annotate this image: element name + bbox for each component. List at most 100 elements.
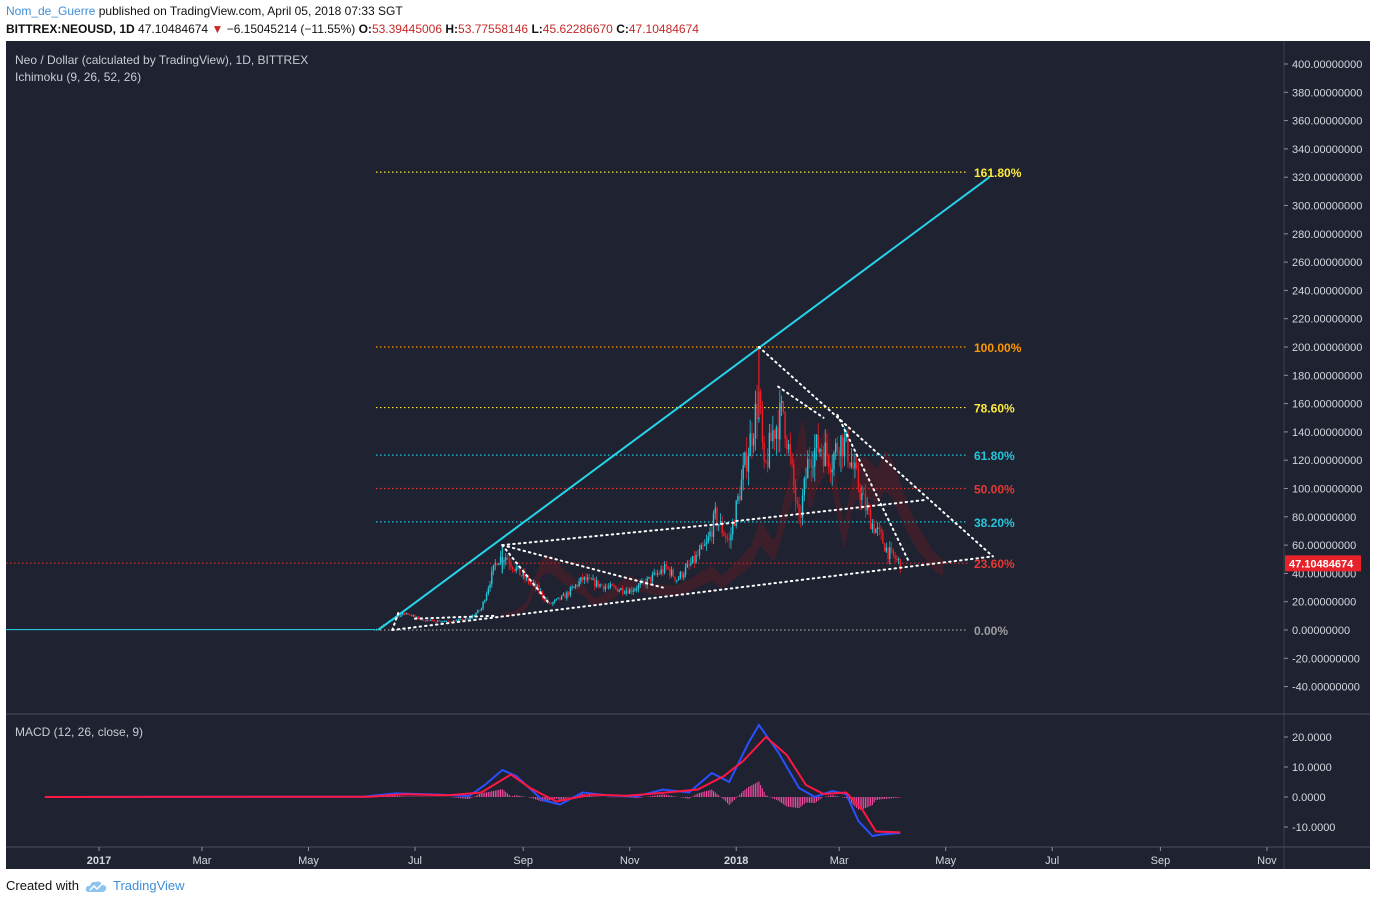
resistance-segment: [777, 385, 825, 419]
candle-body: [566, 592, 568, 599]
candle-body: [740, 479, 743, 501]
candle-body: [873, 523, 875, 534]
candle-body: [478, 610, 481, 612]
candle-body: [712, 513, 715, 537]
candle-body: [663, 564, 666, 573]
candle-body: [775, 427, 778, 439]
candle-body: [841, 435, 844, 457]
chart-canvas[interactable]: 400.00000000 380.00000000 360.00000000 340.…: [6, 41, 1370, 869]
candle-body: [780, 400, 783, 403]
fibonacci-retracement: 161.80% 100.00% 78.60% 61.80% 50.00% 38.20% 23…: [6, 166, 1022, 638]
candle-body: [499, 556, 502, 564]
candle-body: [583, 576, 586, 580]
candle-body: [674, 576, 676, 581]
created-with-text: Created with: [6, 878, 79, 893]
candle-body: [431, 619, 434, 621]
candle-body: [810, 459, 812, 467]
candle-body: [433, 619, 435, 622]
last-price-label: 47.10484674: [1289, 558, 1354, 570]
candle-body: [658, 573, 661, 575]
price-tick-label: -20.00000000: [1292, 653, 1360, 665]
candle-body: [405, 612, 407, 615]
candle-body: [838, 450, 840, 456]
support-trendline: [391, 555, 994, 631]
candle-body: [707, 536, 709, 542]
price-tick-label: 240.00000000: [1292, 285, 1362, 297]
candle-body: [567, 592, 570, 596]
candle-body: [730, 534, 732, 541]
ascending-trendline: [377, 176, 990, 631]
price-tick-label: 80.00000000: [1292, 512, 1356, 524]
price-tick-label: -40.00000000: [1292, 682, 1360, 694]
time-tick-label: Nov: [620, 855, 640, 867]
price-tick-label: 280.00000000: [1292, 229, 1362, 241]
candle-body: [672, 569, 675, 577]
tradingview-link[interactable]: TradingView: [112, 878, 185, 893]
candle-body: [552, 602, 554, 604]
symbol-info: BITTREX:NEOUSD, 1D 47.10484674 ▼ −6.1504…: [6, 22, 699, 36]
price-tick-label: 120.00000000: [1292, 455, 1362, 467]
author-link[interactable]: Nom_de_Guerre: [6, 4, 96, 18]
candle-body: [625, 590, 627, 593]
candle-body: [642, 580, 645, 582]
candle-body: [885, 547, 888, 552]
candle-body: [669, 568, 671, 576]
time-tick-label: May: [935, 855, 956, 867]
open-label: O:: [358, 22, 372, 36]
candle-body: [812, 466, 814, 468]
candle-body: [442, 621, 444, 623]
candle-body: [721, 521, 723, 534]
candle-body: [409, 614, 411, 616]
candle-body: [725, 535, 727, 539]
candle-body: [573, 586, 575, 588]
candle-body: [581, 577, 584, 580]
time-tick-label: Mar: [193, 855, 212, 867]
candle-body: [821, 448, 823, 453]
candle-body: [402, 613, 404, 616]
candle-body: [574, 584, 577, 587]
fib-level-label: 38.20%: [974, 516, 1015, 530]
candlestick-series: [6, 347, 902, 631]
candle-body: [656, 573, 659, 575]
candle-body: [522, 572, 524, 576]
candle-body: [463, 619, 465, 621]
candle-body: [653, 572, 655, 575]
candle-body: [660, 569, 662, 574]
low-value: 45.62286670: [542, 22, 613, 36]
candle-body: [505, 557, 507, 561]
candle-body: [445, 620, 448, 622]
candle-body: [398, 616, 400, 618]
candle-body: [424, 620, 427, 622]
candle-body: [646, 578, 648, 586]
price-tick-label: 340.00000000: [1292, 144, 1362, 156]
candle-body: [719, 521, 722, 525]
price-tick-label: 360.00000000: [1292, 116, 1362, 128]
candle-body: [627, 590, 629, 594]
candle-body: [683, 574, 685, 578]
candle-body: [831, 469, 833, 473]
chart-area[interactable]: 400.00000000 380.00000000 360.00000000 340.…: [6, 41, 1370, 869]
candle-body: [716, 507, 718, 526]
candle-body: [630, 589, 633, 592]
candle-body: [618, 590, 620, 592]
candle-body: [883, 543, 886, 552]
macd-tick-label: 0.0000: [1292, 792, 1326, 804]
candle-body: [824, 442, 826, 466]
candle-body: [808, 459, 811, 461]
candle-body: [803, 478, 805, 496]
candle-body: [691, 556, 694, 564]
candle-body: [899, 558, 902, 570]
candle-body: [550, 602, 552, 604]
start-spike: [391, 609, 401, 631]
candle-body: [515, 567, 517, 571]
candle-body: [732, 522, 734, 535]
candle-body: [697, 554, 699, 556]
candle-body: [459, 619, 462, 621]
candle-body: [498, 563, 500, 566]
candle-body: [807, 459, 809, 479]
candle-body: [611, 584, 613, 586]
candle-body: [538, 585, 540, 592]
candle-body: [492, 564, 495, 572]
candle-body: [655, 572, 657, 575]
candle-body: [667, 566, 669, 569]
